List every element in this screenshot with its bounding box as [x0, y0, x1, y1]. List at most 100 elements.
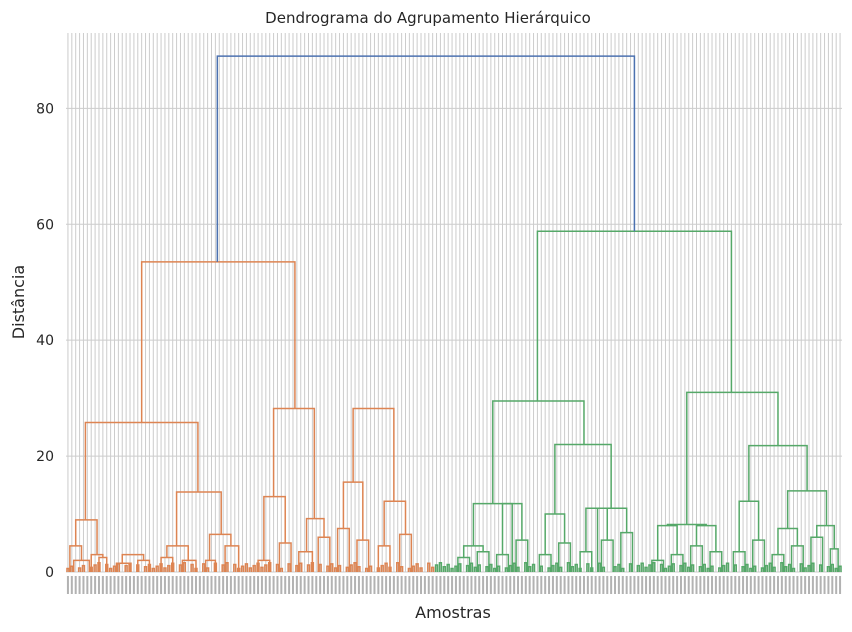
dendrogram-leaf-link — [613, 566, 617, 572]
dendrogram-links — [66, 55, 842, 572]
leaf-label — [323, 576, 326, 594]
leaf-label — [350, 576, 353, 594]
dendrogram-leaf-link — [493, 567, 497, 572]
dendrogram-leaf-link — [741, 566, 745, 572]
dendrogram-leaf-link — [279, 567, 284, 572]
leaf-label — [676, 576, 679, 594]
dendrogram-leaf-link — [318, 563, 322, 572]
dendrogram-leaf-link — [551, 564, 555, 572]
leaf-label — [831, 576, 834, 594]
dendrogram-leaf-link — [566, 561, 571, 572]
dendrogram-leaf-link — [679, 564, 683, 572]
leaf-label — [257, 576, 260, 594]
dendrogram-link — [457, 556, 471, 572]
leaf-label — [74, 576, 77, 594]
leaf-label — [365, 576, 368, 594]
dendrogram-leaf-link — [469, 562, 474, 572]
dendrogram-leaf-link — [368, 565, 373, 572]
leaf-label — [295, 576, 298, 594]
dendrogram-leaf-link — [450, 567, 454, 572]
leaf-label — [579, 576, 582, 594]
dendrogram-leaf-link — [702, 563, 706, 572]
leaf-label — [214, 576, 217, 594]
leaf-label — [559, 576, 562, 594]
leaf-label — [427, 576, 430, 594]
leaf-label — [167, 576, 170, 594]
leaf-label — [505, 576, 508, 594]
dendrogram-leaf-link — [621, 567, 625, 572]
leaf-label — [396, 576, 399, 594]
dendrogram-leaf-link — [764, 564, 769, 572]
dendrogram-leaf-link — [799, 563, 803, 572]
dendrogram-link — [166, 545, 189, 561]
dendrogram-leaf-link — [687, 566, 691, 572]
dendrogram-leaf-link — [597, 562, 602, 572]
dendrogram-leaf-link — [473, 566, 478, 572]
dendrogram-leaf-link — [555, 562, 559, 572]
dendrogram-leaf-link — [163, 567, 167, 572]
leaf-label — [462, 576, 465, 594]
leaf-label — [303, 576, 306, 594]
dendrogram-leaf-link — [733, 564, 738, 572]
leaf-label — [202, 576, 205, 594]
leaf-label — [338, 576, 341, 594]
dendrogram-leaf-link — [151, 567, 156, 572]
leaf-label — [788, 576, 791, 594]
leaf-label — [819, 576, 822, 594]
leaf-label — [94, 576, 97, 594]
leaf-label — [451, 576, 454, 594]
dendrogram-leaf-link — [527, 566, 532, 572]
leaf-label — [633, 576, 636, 594]
leaf-label — [776, 576, 779, 594]
dendrogram-leaf-link — [539, 565, 544, 572]
leaf-label — [160, 576, 163, 594]
leaf-label — [645, 576, 648, 594]
leaf-label — [738, 576, 741, 594]
dendrogram-leaf-link — [345, 566, 350, 572]
leaf-label — [412, 576, 415, 594]
leaf-label — [672, 576, 675, 594]
dendrogram-link — [596, 507, 628, 572]
dendrogram-leaf-link — [698, 566, 703, 572]
leaf-label — [101, 576, 104, 594]
leaf-label — [260, 576, 263, 594]
leaf-label — [497, 576, 500, 594]
leaf-label — [466, 576, 469, 594]
dendrogram-leaf-link — [791, 567, 796, 572]
leaf-label — [730, 576, 733, 594]
leaf-label — [470, 576, 473, 594]
leaf-label — [796, 576, 799, 594]
dendrogram-link — [175, 491, 222, 546]
y-tick-label: 0 — [45, 565, 54, 581]
leaf-label — [226, 576, 229, 594]
dendrogram-leaf-link — [364, 567, 369, 572]
leaf-label — [555, 576, 558, 594]
dendrogram-leaf-link — [787, 563, 792, 572]
leaf-label — [291, 576, 294, 594]
dendrogram-leaf-link — [202, 563, 206, 572]
dendrogram-leaf-link — [652, 561, 656, 572]
leaf-label — [233, 576, 236, 594]
leaf-label — [171, 576, 174, 594]
leaf-label — [97, 576, 100, 594]
dendrogram-link — [398, 533, 413, 572]
leaf-label — [594, 576, 597, 594]
leaf-label — [222, 576, 225, 594]
dendrogram-leaf-link — [236, 567, 241, 572]
dendrogram-leaf-link — [601, 566, 606, 572]
dendrogram-leaf-link — [213, 562, 218, 572]
dendrogram-link — [73, 559, 91, 572]
dendrogram-leaf-link — [93, 564, 97, 572]
leaf-label — [276, 576, 279, 594]
leaf-label — [691, 576, 694, 594]
leaf-label — [625, 576, 628, 594]
dendrogram-leaf-link — [442, 566, 447, 572]
dendrogram-leaf-link — [159, 563, 163, 572]
dendrogram-leaf-link — [81, 564, 86, 572]
dendrogram-leaf-link — [287, 563, 291, 572]
x-axis-leaf-labels — [66, 576, 842, 594]
leaf-label — [610, 576, 613, 594]
leaf-label — [129, 576, 132, 594]
dendrogram-link — [204, 559, 217, 572]
leaf-label — [447, 576, 450, 594]
